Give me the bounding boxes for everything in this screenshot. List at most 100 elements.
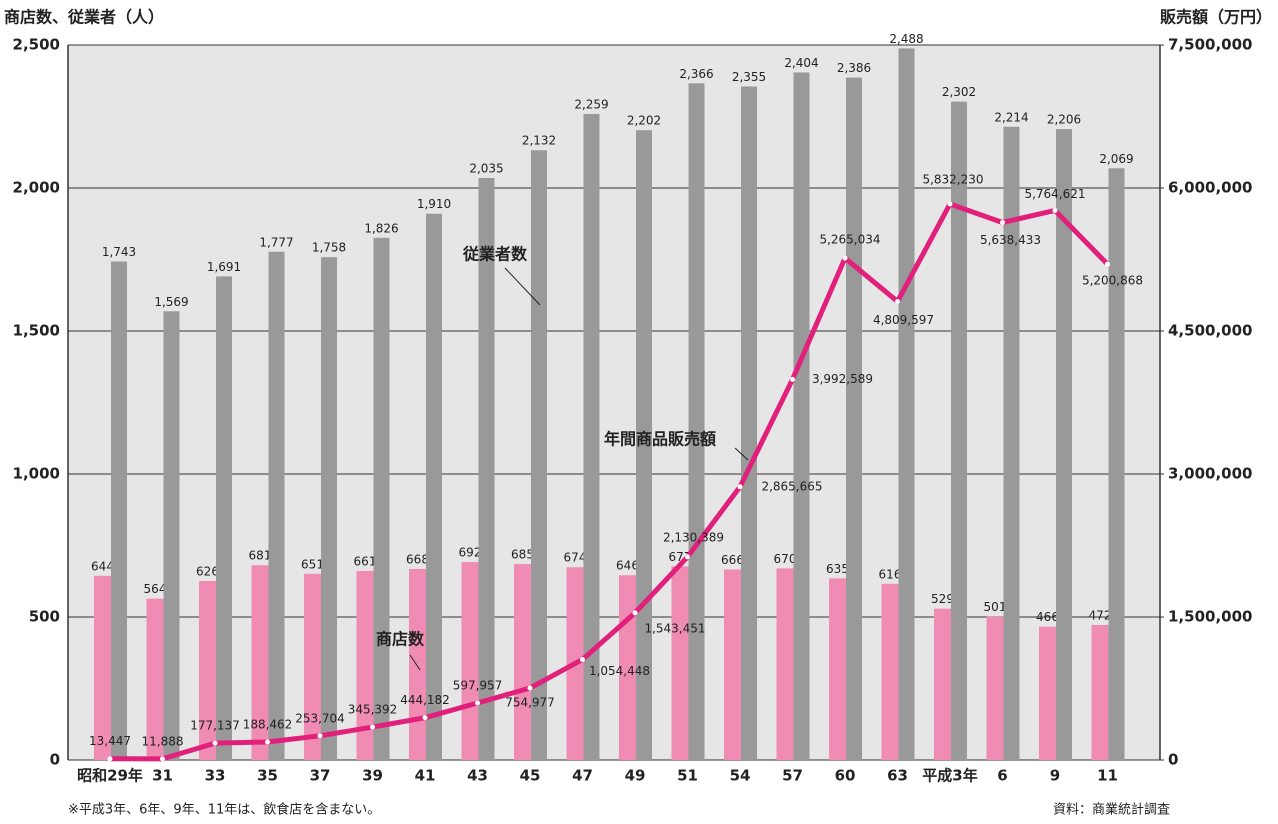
line-point (580, 656, 585, 662)
x-tick-label: 33 (205, 767, 226, 785)
x-tick-label: 47 (572, 767, 593, 785)
bar (986, 616, 1004, 760)
x-tick-label: 63 (887, 767, 908, 785)
bar (881, 583, 899, 760)
line-point (475, 700, 480, 706)
data-label: 1,543,451 (644, 621, 705, 635)
x-tick-label: 54 (730, 767, 751, 785)
data-label: 1,054,448 (589, 664, 650, 678)
bar (373, 237, 390, 760)
data-label: 529 (931, 592, 954, 606)
x-tick-label: 39 (362, 767, 383, 785)
x-tick-label: 31 (152, 767, 173, 785)
bar (94, 575, 111, 760)
bar (829, 578, 846, 760)
y-tick-label: 0 (50, 751, 60, 769)
y2-tick-label: 4,500,000 (1168, 322, 1252, 340)
data-label: 635 (826, 562, 849, 576)
data-label: 466 (1036, 610, 1059, 624)
data-label: 11,888 (142, 734, 184, 748)
x-tick-label: 51 (677, 767, 698, 785)
data-label: 670 (774, 552, 797, 566)
bar (531, 150, 547, 761)
y-tick-label: 1,000 (13, 465, 60, 483)
y2-tick-label: 3,000,000 (1168, 465, 1252, 483)
line-point (1000, 219, 1005, 225)
line-point (632, 610, 638, 616)
y2-tick-label: 7,500,000 (1168, 36, 1252, 54)
data-label: 472 (1089, 609, 1112, 623)
x-tick-label: 11 (1097, 767, 1118, 785)
bar (1056, 129, 1072, 761)
y2-tick-label: 6,000,000 (1168, 179, 1252, 197)
data-label: 1,758 (312, 241, 346, 255)
series-annotation: 商店数 (376, 630, 425, 649)
data-label: 13,447 (89, 734, 131, 748)
data-label: 651 (301, 557, 324, 571)
data-label: 3,992,589 (812, 372, 873, 386)
bar (793, 72, 810, 761)
data-label: 2,404 (784, 56, 818, 70)
line (109, 201, 1110, 762)
data-label: 5,265,034 (819, 233, 880, 247)
line-point (107, 756, 113, 762)
series-annotation: 年間商品販売額 (604, 430, 716, 449)
bar (776, 568, 794, 760)
data-label: 2,302 (942, 85, 976, 99)
data-label: 646 (616, 559, 639, 573)
annotation-leader (409, 654, 421, 671)
x-tick-label: 平成3年 (922, 767, 977, 785)
line-point (370, 724, 375, 730)
x-tick-label: 9 (1050, 767, 1060, 785)
bar (461, 562, 479, 760)
data-label: 2,386 (837, 61, 871, 75)
line-point (212, 740, 218, 746)
line-point (737, 484, 743, 490)
data-label: 1,569 (154, 295, 188, 309)
data-label: 444,182 (400, 693, 450, 707)
data-label: 5,638,433 (980, 233, 1041, 247)
data-label: 5,764,621 (1024, 187, 1085, 201)
data-label: 1,910 (417, 197, 451, 211)
data-label: 1,743 (102, 245, 136, 259)
annotation-leader (734, 447, 749, 461)
data-label: 644 (91, 559, 114, 573)
x-tick-label: 41 (415, 767, 436, 785)
bar (199, 580, 216, 760)
data-label: 2,366 (679, 67, 713, 81)
bar (898, 48, 915, 760)
data-label: 681 (249, 549, 272, 563)
line-point (895, 298, 900, 304)
data-label: 2,214 (994, 110, 1028, 124)
data-label: 685 (511, 548, 534, 562)
line-point (947, 201, 953, 207)
data-label: 2,259 (574, 97, 608, 111)
data-label: 2,355 (732, 70, 766, 84)
bar (1091, 625, 1109, 760)
bar (724, 569, 741, 760)
data-label: 501 (984, 600, 1007, 614)
bar (1039, 626, 1056, 760)
x-tick-label: 6 (997, 767, 1007, 785)
line-point (527, 685, 533, 691)
bar (426, 213, 442, 761)
bar (1003, 126, 1020, 760)
data-label: 1,826 (364, 221, 398, 235)
line-point (160, 756, 165, 762)
data-label: 2,202 (627, 114, 661, 128)
line-point (317, 733, 323, 739)
data-label: 5,200,868 (1082, 274, 1143, 288)
line-point (422, 715, 428, 721)
data-label: 5,832,230 (922, 172, 983, 186)
line-point (265, 739, 270, 745)
bar (583, 113, 600, 760)
bar (304, 573, 321, 760)
data-label: 4,809,597 (873, 313, 934, 327)
bar (251, 565, 269, 760)
data-label: 564 (144, 582, 167, 596)
bar (951, 101, 967, 761)
bar (163, 311, 180, 760)
data-label: 616 (879, 567, 902, 581)
bar (741, 86, 757, 761)
x-tick-label: 49 (625, 767, 646, 785)
